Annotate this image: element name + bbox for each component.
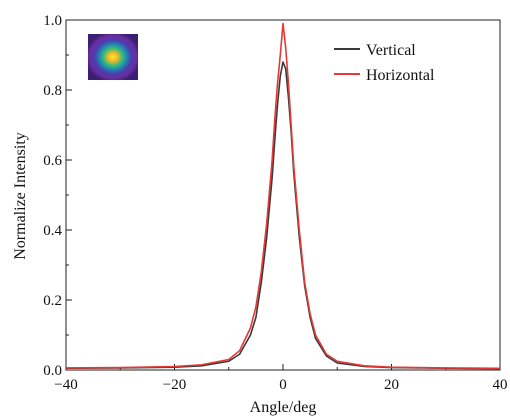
y-tick-label: 0.4 — [43, 223, 62, 239]
x-tick-label: 0 — [279, 377, 287, 393]
x-axis-label: Angle/deg — [250, 399, 317, 416]
y-tick-label: 0.0 — [43, 363, 62, 379]
x-tick-label: −20 — [163, 377, 186, 393]
legend-label-horizontal: Horizontal — [366, 67, 435, 84]
legend: Vertical Horizontal — [334, 42, 435, 84]
y-tick-label: 0.6 — [43, 153, 62, 169]
y-tick-label: 1.0 — [43, 13, 62, 29]
x-tick-label: 20 — [384, 377, 399, 393]
series-layer — [66, 22, 500, 370]
y-axis-label: Normalize Intensity — [12, 132, 29, 260]
y-tick-label: 0.2 — [43, 293, 62, 309]
x-tick-label: −40 — [54, 377, 77, 393]
x-tick-label: 40 — [493, 377, 508, 393]
legend-label-vertical: Vertical — [366, 42, 416, 59]
inset-beam-spot — [88, 34, 138, 80]
y-axis: 0.0 0.2 0.4 0.6 0.8 1.0 — [43, 13, 72, 379]
series-line-horizontal — [66, 22, 500, 370]
beam-spot-image-icon — [88, 34, 138, 80]
y-tick-label: 0.8 — [43, 83, 62, 99]
series-line-vertical — [66, 61, 500, 370]
x-axis: −40 −20 0 20 40 — [54, 364, 508, 393]
